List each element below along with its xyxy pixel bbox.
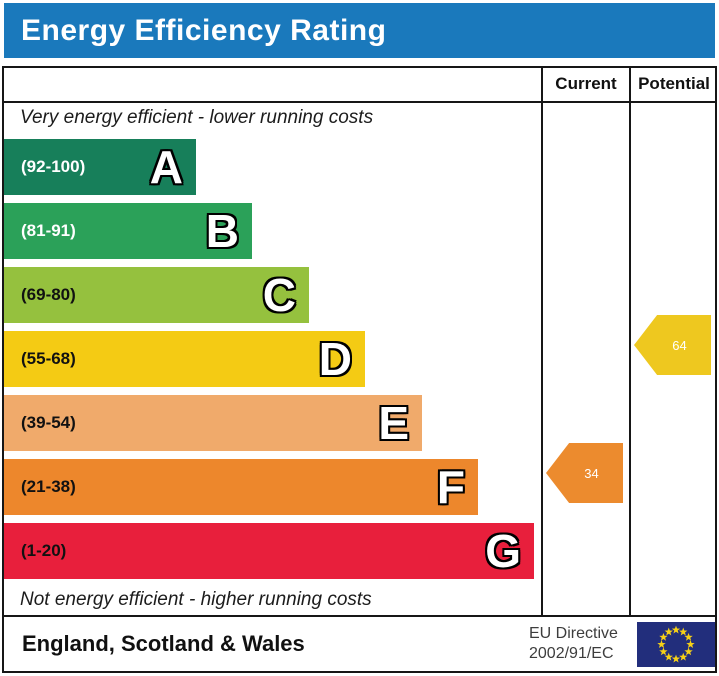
eu-directive-label: EU Directive 2002/91/EC [529, 624, 618, 664]
band-range-label: (21-38) [21, 477, 76, 496]
eu-directive-line2: 2002/91/EC [529, 645, 614, 662]
band-letter: F [436, 461, 465, 513]
band-range-label: (55-68) [21, 349, 76, 368]
band-range-label: (69-80) [21, 285, 76, 304]
band-letter: E [378, 397, 409, 449]
column-divider-potential [629, 66, 631, 617]
band-range-label: (92-100) [21, 157, 86, 176]
band-row-f: (21-38) F [4, 459, 478, 515]
region-label: England, Scotland & Wales [22, 631, 305, 656]
band-range-label: (1-20) [21, 541, 67, 560]
note-not-efficient: Not energy efficient - higher running co… [20, 589, 372, 610]
band-letter: C [262, 269, 296, 321]
band-row-g: (1-20) G [4, 523, 534, 579]
column-header-potential: Potential [638, 73, 710, 93]
page-title: Energy Efficiency Rating [21, 13, 387, 47]
eu-directive-line1: EU Directive [529, 625, 618, 642]
band-row-e: (39-54) E [4, 395, 422, 451]
band-letter: A [149, 141, 183, 193]
band-letter: G [485, 525, 521, 577]
band-letter: D [318, 333, 352, 385]
footer-bar: England, Scotland & Wales EU Directive 2… [2, 615, 717, 673]
band-range-label: (81-91) [21, 221, 76, 240]
band-row-c: (69-80) C [4, 267, 309, 323]
potential-rating-value: 64 [672, 337, 687, 353]
eu-flag-icon [637, 622, 715, 667]
band-row-d: (55-68) D [4, 331, 365, 387]
column-header-current: Current [555, 73, 617, 93]
band-row-a: (92-100) A [4, 139, 196, 195]
band-range-label: (39-54) [21, 413, 76, 432]
title-bar: Energy Efficiency Rating [4, 3, 715, 58]
column-divider-current [541, 66, 543, 617]
header-divider [2, 101, 717, 103]
band-letter: B [205, 205, 239, 257]
current-rating-value: 34 [584, 465, 599, 481]
note-very-efficient: Very energy efficient - lower running co… [20, 107, 374, 128]
band-row-b: (81-91) B [4, 203, 252, 259]
